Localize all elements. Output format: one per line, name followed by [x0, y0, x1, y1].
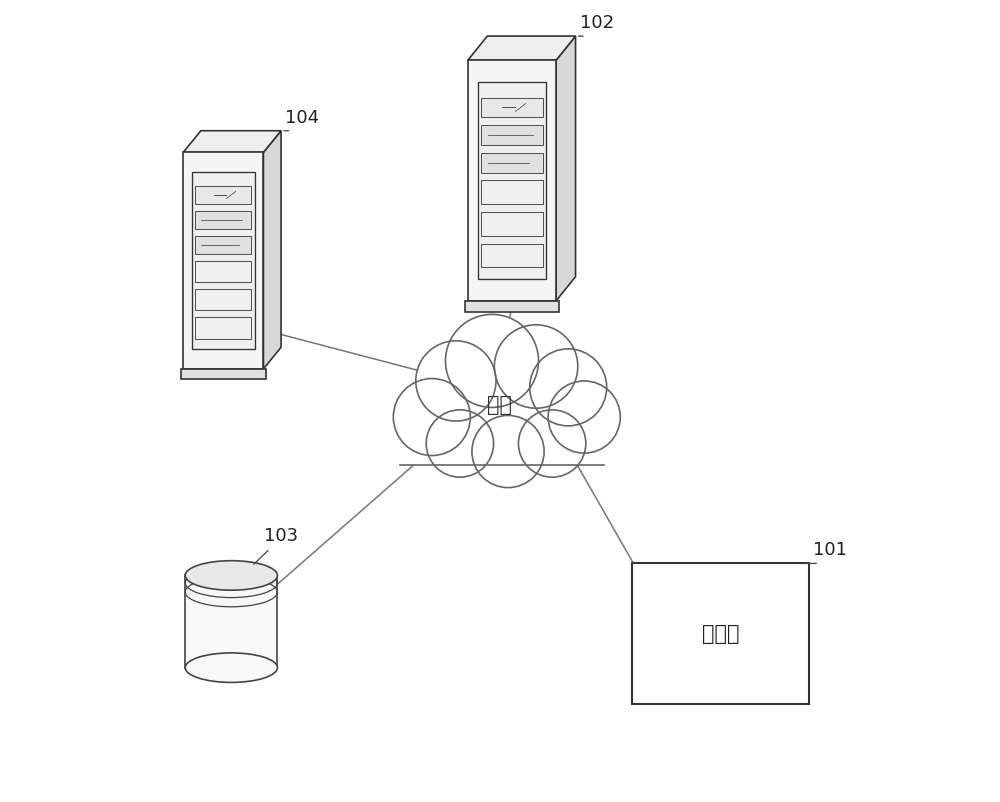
- Circle shape: [445, 314, 538, 407]
- Text: 104: 104: [285, 109, 319, 127]
- Circle shape: [530, 349, 607, 426]
- Text: 103: 103: [264, 527, 298, 545]
- Bar: [195, 211, 251, 229]
- Bar: [195, 289, 251, 310]
- Bar: [481, 180, 543, 205]
- Bar: [195, 318, 251, 338]
- Text: 区块链: 区块链: [702, 624, 739, 643]
- Polygon shape: [183, 131, 281, 152]
- Bar: [481, 212, 543, 236]
- Bar: [481, 125, 543, 145]
- Circle shape: [472, 415, 544, 488]
- Circle shape: [548, 381, 620, 453]
- Bar: [465, 301, 559, 311]
- Ellipse shape: [185, 561, 277, 590]
- Ellipse shape: [185, 653, 277, 683]
- Circle shape: [393, 379, 470, 456]
- Bar: [195, 261, 251, 282]
- Text: 102: 102: [580, 14, 614, 32]
- Circle shape: [494, 325, 578, 408]
- Bar: [195, 236, 251, 253]
- Bar: [183, 152, 263, 369]
- Text: 101: 101: [813, 541, 847, 560]
- Bar: [481, 153, 543, 172]
- Bar: [478, 82, 546, 279]
- Circle shape: [426, 410, 494, 477]
- Bar: [481, 98, 543, 117]
- Polygon shape: [468, 36, 576, 60]
- Circle shape: [416, 341, 496, 421]
- Polygon shape: [556, 36, 576, 301]
- Bar: [185, 576, 277, 667]
- Bar: [181, 369, 266, 379]
- Bar: [400, 417, 604, 465]
- Bar: [632, 563, 809, 704]
- Bar: [468, 60, 556, 301]
- Bar: [481, 244, 543, 267]
- Circle shape: [436, 337, 564, 465]
- Circle shape: [518, 410, 586, 477]
- Text: 网络: 网络: [488, 395, 512, 415]
- Bar: [195, 186, 251, 204]
- Bar: [192, 172, 255, 350]
- Polygon shape: [263, 131, 281, 369]
